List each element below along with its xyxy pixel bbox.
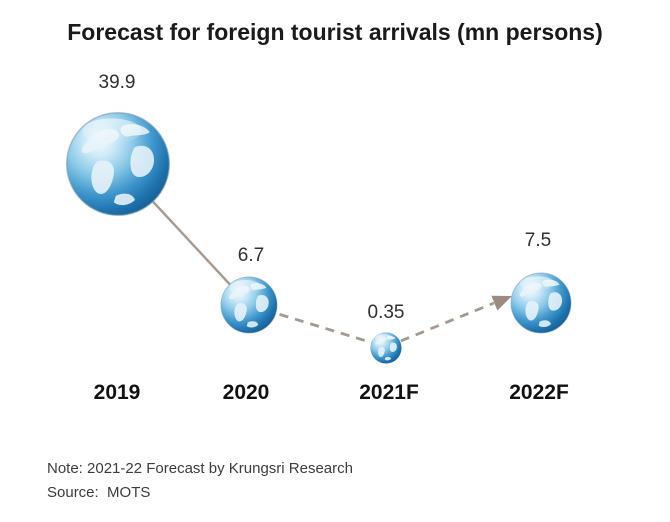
connector-2021-2022 — [385, 301, 495, 349]
year-label-2021: 2021F — [359, 381, 419, 404]
globe-icon — [65, 111, 171, 217]
year-label-2020: 2020 — [222, 381, 270, 404]
globe-icon — [220, 276, 278, 334]
arrowhead-icon — [491, 295, 512, 311]
globe-marker-2019 — [65, 111, 171, 217]
value-label-2020: 6.7 — [237, 245, 265, 266]
globe-marker-2020 — [220, 276, 278, 334]
note-text: Note: 2021-22 Forecast by Krungsri Resea… — [47, 460, 353, 477]
globe-marker-2021 — [370, 332, 402, 364]
value-label-2021: 0.35 — [367, 302, 405, 323]
year-label-2022: 2022F — [509, 381, 569, 404]
globe-icon — [510, 272, 572, 334]
globe-icon — [370, 332, 402, 364]
value-label-2022: 7.5 — [524, 230, 552, 251]
globe-marker-2022 — [510, 272, 572, 334]
value-label-2019: 39.9 — [98, 72, 136, 93]
year-label-2019: 2019 — [93, 381, 141, 404]
chart-title: Forecast for foreign tourist arrivals (m… — [67, 19, 603, 45]
source-text: Source: MOTS — [47, 484, 151, 501]
